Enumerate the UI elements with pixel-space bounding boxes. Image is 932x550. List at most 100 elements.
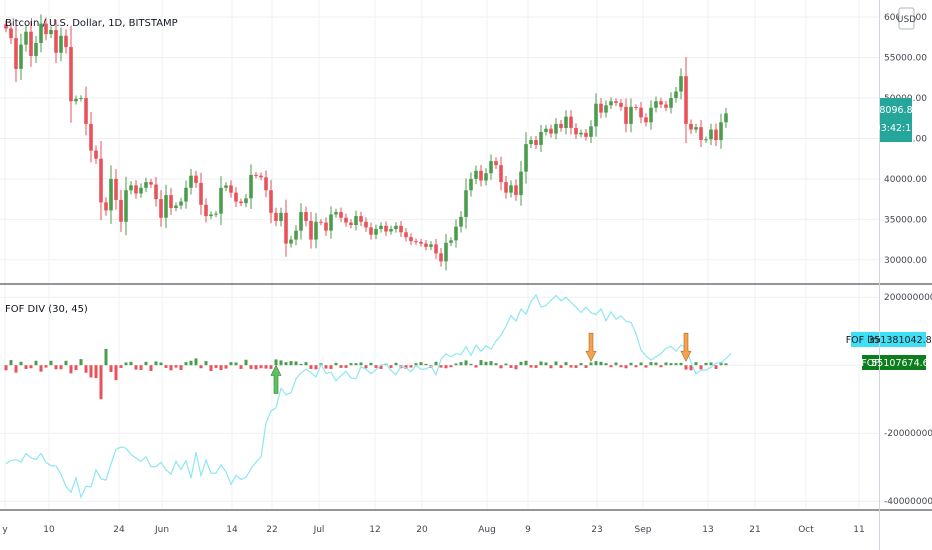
fof-hist-bar xyxy=(94,365,98,379)
fof-hist-bar xyxy=(194,358,198,366)
price-candle-body xyxy=(254,174,258,176)
fof-hist-bar xyxy=(424,363,428,366)
time-axis[interactable]: y 10 24 Jun 14 22 Jul 12 20 Aug 9 23 Sep 13 21 Oct 11 xyxy=(2,525,864,535)
fof-hist-bar xyxy=(249,365,253,369)
price-candle-body xyxy=(134,185,138,194)
fof-hist-bar xyxy=(294,361,298,366)
fof-hist-bar xyxy=(719,362,723,366)
fof-hist-bar xyxy=(674,363,678,366)
price-candle-body xyxy=(264,177,268,191)
price-candle-body xyxy=(344,217,348,223)
fof-hist-bar xyxy=(49,360,53,366)
price-candle-body xyxy=(184,187,188,202)
fof-hist-bar xyxy=(409,365,413,368)
price-candle-body xyxy=(209,214,213,217)
fof-hist-bar xyxy=(414,363,418,366)
price-candle-body xyxy=(339,212,343,218)
price-candle-body xyxy=(654,101,658,108)
price-candle-body xyxy=(154,184,158,200)
main-series-title[interactable]: Bitcoin / U.S. Dollar, 1D, BITSTAMP xyxy=(5,18,178,29)
fof-hist-bar xyxy=(649,362,653,366)
price-candle-body xyxy=(174,205,178,209)
price-candle-body xyxy=(644,117,648,123)
fof-hist-bar xyxy=(349,363,353,366)
fof-hist-bar xyxy=(394,362,398,366)
price-tick-label: 55000.00 xyxy=(884,54,927,64)
fof-hist-bar xyxy=(209,365,213,371)
price-candle-body xyxy=(554,123,558,134)
price-candle-body xyxy=(59,35,63,53)
price-candle-body xyxy=(274,212,278,221)
price-candle-body xyxy=(429,244,433,247)
price-candles[interactable] xyxy=(4,14,728,271)
fof-hist-bar xyxy=(84,365,88,373)
time-tick-label: 14 xyxy=(226,525,238,535)
price-candle-body xyxy=(19,44,23,69)
price-candle-body xyxy=(89,123,93,151)
fof-tick-label: -4000000000.00 xyxy=(884,497,932,507)
price-candle-body xyxy=(689,123,693,130)
fof-hist-bar xyxy=(619,365,623,368)
fof-hist-bar xyxy=(544,362,548,366)
price-candle-body xyxy=(619,102,623,107)
currency-badge[interactable]: USD xyxy=(897,7,916,30)
fof-hist-bar xyxy=(259,365,263,369)
price-tick-label: 40000.00 xyxy=(884,175,927,185)
time-tick-label: 9 xyxy=(525,525,531,535)
price-candle-body xyxy=(9,28,13,39)
fof-hist-bar xyxy=(354,363,358,366)
price-candle-body xyxy=(279,212,283,221)
fof-hist-bar xyxy=(89,365,93,378)
price-candle-body xyxy=(84,98,88,124)
fof-hist-bar xyxy=(339,365,343,368)
price-candle-body xyxy=(714,129,718,141)
fof-hist-bar xyxy=(724,363,728,366)
fof-hist-bar xyxy=(74,365,78,370)
price-candle-body xyxy=(584,132,588,137)
fof-hist-bar xyxy=(639,362,643,366)
svg-text:USD: USD xyxy=(897,15,916,25)
fof-hist-bar xyxy=(284,362,288,366)
fof-hist-bar xyxy=(449,365,453,368)
fof-hist-bar xyxy=(554,361,558,366)
fof-line-series[interactable] xyxy=(5,293,732,499)
price-candle-body xyxy=(634,106,638,108)
price-candle-body xyxy=(354,216,358,225)
fof-hist-bar xyxy=(519,361,523,366)
fof-hist-bar xyxy=(679,362,683,366)
fof-hist-bar xyxy=(464,360,468,366)
fof-hist-bar xyxy=(54,365,58,370)
fof-hist-bar xyxy=(709,362,713,366)
fof-hist-bar xyxy=(119,365,123,368)
fof-hist-bar xyxy=(4,365,8,371)
fof-hist-bar xyxy=(589,362,593,366)
time-tick-label: 11 xyxy=(853,525,864,535)
price-candle-body xyxy=(224,185,228,188)
bearish-arrow xyxy=(585,332,597,362)
fof-hist-bar xyxy=(379,365,383,369)
price-candle-body xyxy=(549,128,553,134)
fof-hist-bar xyxy=(169,365,173,371)
fof-hist-bar xyxy=(364,365,368,369)
fof-hist-bar xyxy=(144,361,148,366)
fof-axis[interactable]: 2000000000.000.00-2000000000.00-40000000… xyxy=(884,293,932,507)
price-candle-body xyxy=(419,241,423,244)
price-candle-body xyxy=(199,182,203,205)
price-candle-body xyxy=(269,190,273,213)
price-candle-body xyxy=(299,212,303,231)
fof-tick-label: 2000000000.00 xyxy=(884,293,932,303)
price-candle-body xyxy=(94,150,98,159)
fof-histogram[interactable] xyxy=(4,348,728,400)
fof-hist-bar xyxy=(389,365,393,368)
fof-hist-bar xyxy=(149,365,153,371)
time-tick-label: 12 xyxy=(369,525,380,535)
price-candle-body xyxy=(194,175,198,183)
fof-hist-bar xyxy=(419,362,423,366)
price-candle-body xyxy=(699,127,703,141)
fof-hist-bar xyxy=(594,361,598,366)
fof-hist-bar xyxy=(289,361,293,366)
time-tick-label: Jul xyxy=(313,525,325,535)
fof-hist-bar xyxy=(654,362,658,366)
indicator-title[interactable]: FOF DIV (30, 45) xyxy=(5,304,88,315)
